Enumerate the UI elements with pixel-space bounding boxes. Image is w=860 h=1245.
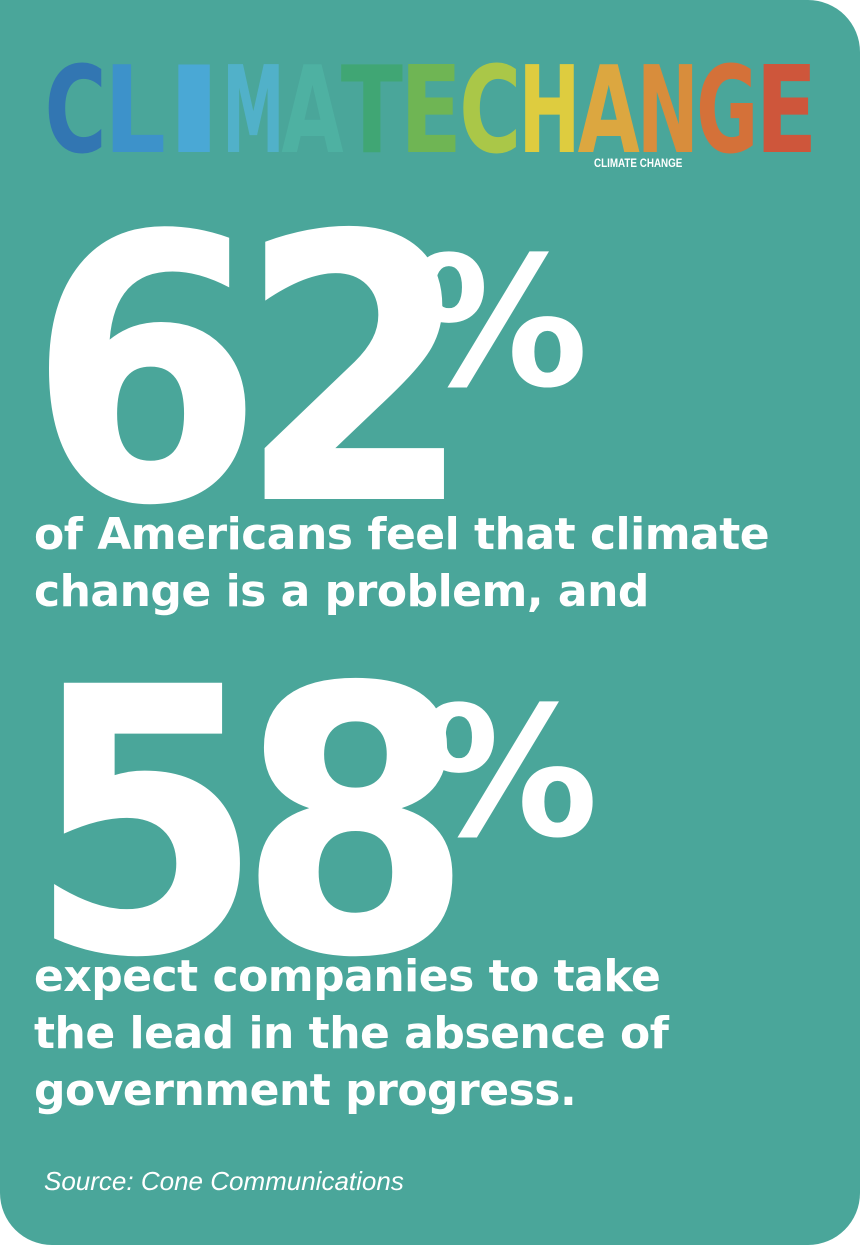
banner-letter: T — [341, 42, 403, 162]
banner-letter: G — [696, 42, 758, 162]
stat-number: 62 — [28, 157, 473, 586]
banner-letter: C — [459, 42, 521, 162]
stat-58-caption: expect companies to take the lead in the… — [34, 948, 669, 1119]
stat-62-caption: of Americans feel that climate change is… — [34, 506, 770, 620]
percent-sign: % — [418, 669, 599, 878]
stat-62-percent: 62 % — [28, 157, 588, 586]
caption-line: of Americans feel that climate — [34, 509, 770, 560]
caption-line: the lead in the absence of — [34, 1008, 669, 1059]
banner-letter: L — [104, 42, 166, 162]
stat-number: 58 — [28, 609, 473, 1038]
banner-letter: N — [637, 42, 699, 162]
banner-letter: A — [281, 42, 343, 162]
banner-subtitle: CLIMATE CHANGE — [594, 156, 683, 170]
source-credit: Source: Cone Communications — [44, 1166, 404, 1196]
banner-letter: H — [518, 42, 580, 162]
caption-line: expect companies to take — [34, 951, 661, 1002]
banner-letter: E — [400, 42, 462, 162]
banner-letter: C — [46, 42, 107, 162]
percent-sign: % — [408, 219, 589, 428]
caption-line: change is a problem, and — [34, 566, 649, 617]
stat-58-percent: 58 % — [28, 609, 598, 1038]
banner-letter: A — [578, 42, 640, 162]
banner-letter: M — [222, 42, 284, 162]
banner-letter: I — [163, 42, 225, 162]
banner-letter: E — [755, 42, 816, 162]
caption-line: government progress. — [34, 1065, 577, 1116]
